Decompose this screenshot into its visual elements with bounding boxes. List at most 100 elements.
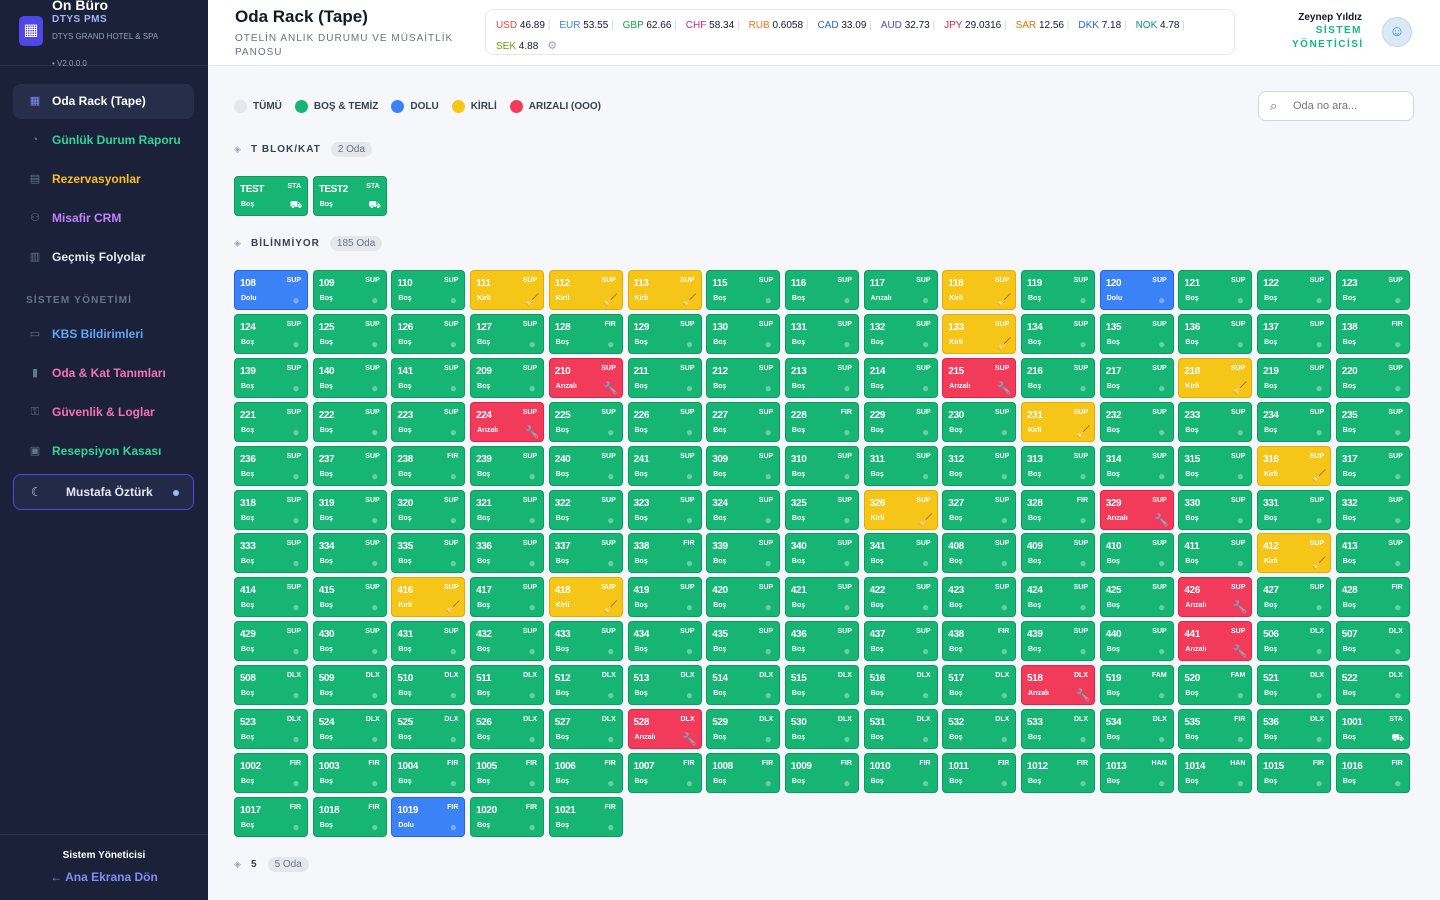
- room-search-input[interactable]: [1293, 98, 1403, 114]
- room-card[interactable]: 416 SUP Kirli 🧹: [391, 577, 466, 618]
- room-card[interactable]: 524 DLX Boş ●: [312, 709, 387, 749]
- room-card[interactable]: 1001 STA Boş ⛟: [1335, 709, 1410, 749]
- room-card[interactable]: 222 SUP Boş ●: [312, 401, 387, 442]
- sidebar-item-admin-2[interactable]: ⚿ Güvenlik & Loglar: [13, 395, 194, 430]
- moon-icon[interactable]: ☾: [31, 485, 42, 499]
- room-card[interactable]: 536 DLX Boş ●: [1257, 709, 1332, 749]
- room-card[interactable]: 437 SUP Boş ●: [863, 621, 938, 662]
- room-card[interactable]: 1012 FIR Boş ●: [1021, 752, 1095, 793]
- room-search[interactable]: ⌕: [1258, 91, 1414, 121]
- room-card[interactable]: 110 SUP Boş ●: [391, 270, 466, 310]
- room-card[interactable]: 1007 FIR Boş ●: [627, 752, 702, 793]
- room-card[interactable]: 508 DLX Boş ●: [234, 665, 308, 706]
- room-card[interactable]: 427 SUP Boş ●: [1257, 577, 1332, 618]
- room-card[interactable]: 510 DLX Boş ●: [391, 665, 466, 706]
- room-card[interactable]: 336 SUP Boş ●: [470, 533, 545, 574]
- room-card[interactable]: 226 SUP Boş ●: [627, 401, 702, 442]
- filter-3[interactable]: KİRLİ: [451, 99, 497, 113]
- room-card[interactable]: 434 SUP Boş ●: [627, 621, 702, 662]
- room-card[interactable]: 533 DLX Boş ●: [1021, 709, 1095, 749]
- sidebar-item-main-1[interactable]: ◔ Günlük Durum Raporu: [13, 123, 194, 158]
- room-card[interactable]: 321 SUP Boş ●: [470, 489, 545, 530]
- room-card[interactable]: 440 SUP Boş ●: [1099, 621, 1174, 662]
- room-card[interactable]: 431 SUP Boş ●: [391, 621, 466, 662]
- room-card[interactable]: 426 SUP Arızalı 🔧: [1178, 577, 1253, 618]
- room-card[interactable]: 130 SUP Boş ●: [706, 313, 781, 354]
- room-card[interactable]: 522 DLX Boş ●: [1335, 665, 1410, 706]
- room-card[interactable]: 417 SUP Boş ●: [470, 577, 545, 618]
- room-card[interactable]: 334 SUP Boş ●: [312, 533, 387, 574]
- room-card[interactable]: 223 SUP Boş ●: [391, 401, 466, 442]
- room-card[interactable]: 210 SUP Arızalı 🔧: [548, 357, 623, 398]
- room-card[interactable]: 327 SUP Boş ●: [942, 489, 1017, 530]
- room-card[interactable]: 211 SUP Boş ●: [627, 357, 702, 398]
- room-card[interactable]: 425 SUP Boş ●: [1099, 577, 1174, 618]
- room-card[interactable]: 141 SUP Boş ●: [391, 357, 466, 398]
- filter-2[interactable]: DOLU: [391, 99, 439, 113]
- room-card[interactable]: 1014 HAN Boş ●: [1178, 752, 1253, 793]
- room-card[interactable]: 509 DLX Boş ●: [312, 665, 387, 706]
- room-card[interactable]: 230 SUP Boş ●: [942, 401, 1017, 442]
- room-card[interactable]: 506 DLX Boş ●: [1257, 621, 1332, 662]
- room-card[interactable]: 129 SUP Boş ●: [627, 313, 702, 354]
- room-card[interactable]: 421 SUP Boş ●: [784, 577, 859, 618]
- room-card[interactable]: 219 SUP Boş ●: [1257, 357, 1332, 398]
- room-card[interactable]: 422 SUP Boş ●: [863, 577, 938, 618]
- filter-1[interactable]: BOŞ & TEMİZ: [294, 99, 378, 113]
- room-card[interactable]: 341 SUP Boş ●: [863, 533, 938, 574]
- room-card[interactable]: 214 SUP Boş ●: [863, 357, 938, 398]
- room-card[interactable]: 335 SUP Boş ●: [391, 533, 466, 574]
- room-card[interactable]: 436 SUP Boş ●: [784, 621, 859, 662]
- room-card[interactable]: 125 SUP Boş ●: [312, 313, 387, 354]
- room-card[interactable]: 529 DLX Boş ●: [706, 709, 781, 749]
- room-card[interactable]: 132 SUP Boş ●: [863, 313, 938, 354]
- room-card[interactable]: 227 SUP Boş ●: [706, 401, 781, 442]
- filter-4[interactable]: ARIZALI (OOO): [509, 99, 601, 113]
- room-card[interactable]: 410 SUP Boş ●: [1099, 533, 1174, 574]
- room-card[interactable]: 418 SUP Kirli 🧹: [548, 577, 623, 618]
- room-card[interactable]: 228 FIR Boş ●: [784, 401, 859, 442]
- room-card[interactable]: 530 DLX Boş ●: [784, 709, 859, 749]
- room-card[interactable]: 1010 FIR Boş ●: [863, 752, 938, 793]
- room-card[interactable]: 326 SUP Kirli 🧹: [863, 489, 938, 530]
- room-card[interactable]: 1003 FIR Boş ●: [312, 752, 387, 793]
- room-card[interactable]: 1006 FIR Boş ●: [548, 752, 623, 793]
- room-card[interactable]: 1005 FIR Boş ●: [470, 752, 545, 793]
- room-card[interactable]: 525 DLX Boş ●: [391, 709, 466, 749]
- room-card[interactable]: 423 SUP Boş ●: [942, 577, 1017, 618]
- room-card[interactable]: 313 SUP Boş ●: [1021, 445, 1095, 486]
- room-card[interactable]: 312 SUP Boş ●: [942, 445, 1017, 486]
- room-card[interactable]: 124 SUP Boş ●: [234, 313, 308, 354]
- room-card[interactable]: 409 SUP Boş ●: [1021, 533, 1095, 574]
- room-card[interactable]: 128 FIR Boş ●: [548, 313, 623, 354]
- room-card[interactable]: 131 SUP Boş ●: [784, 313, 859, 354]
- room-card[interactable]: 118 SUP Kirli 🧹: [942, 270, 1017, 310]
- room-card[interactable]: 315 SUP Boş ●: [1178, 445, 1253, 486]
- room-card[interactable]: 330 SUP Boş ●: [1178, 489, 1253, 530]
- room-card[interactable]: 337 SUP Boş ●: [548, 533, 623, 574]
- room-card[interactable]: 438 FIR Boş ●: [942, 621, 1017, 662]
- room-card[interactable]: 521 DLX Boş ●: [1257, 665, 1332, 706]
- room-card[interactable]: 432 SUP Boş ●: [470, 621, 545, 662]
- room-card[interactable]: 212 SUP Boş ●: [706, 357, 781, 398]
- room-card[interactable]: 217 SUP Boş ●: [1099, 357, 1174, 398]
- room-card[interactable]: 215 SUP Arızalı 🔧: [942, 357, 1017, 398]
- room-card[interactable]: 109 SUP Boş ●: [312, 270, 387, 310]
- room-card[interactable]: 139 SUP Boş ●: [234, 357, 308, 398]
- room-card[interactable]: 320 SUP Boş ●: [391, 489, 466, 530]
- room-card[interactable]: 1020 FIR Boş ●: [470, 796, 545, 837]
- room-card[interactable]: 507 DLX Boş ●: [1335, 621, 1410, 662]
- room-card[interactable]: 1011 FIR Boş ●: [942, 752, 1017, 793]
- room-card[interactable]: 310 SUP Boş ●: [784, 445, 859, 486]
- room-card[interactable]: 340 SUP Boş ●: [784, 533, 859, 574]
- room-card[interactable]: 424 SUP Boş ●: [1021, 577, 1095, 618]
- room-card[interactable]: 408 SUP Boş ●: [942, 533, 1017, 574]
- room-card[interactable]: 531 DLX Boş ●: [863, 709, 938, 749]
- room-card[interactable]: 119 SUP Boş ●: [1021, 270, 1095, 310]
- room-card[interactable]: 209 SUP Boş ●: [470, 357, 545, 398]
- room-card[interactable]: 121 SUP Boş ●: [1178, 270, 1253, 310]
- room-card[interactable]: 122 SUP Boş ●: [1257, 270, 1332, 310]
- room-card[interactable]: 137 SUP Boş ●: [1257, 313, 1332, 354]
- room-card[interactable]: 117 SUP Arızalı ●: [863, 270, 938, 310]
- sidebar-item-admin-1[interactable]: ▮ Oda & Kat Tanımları: [13, 356, 194, 391]
